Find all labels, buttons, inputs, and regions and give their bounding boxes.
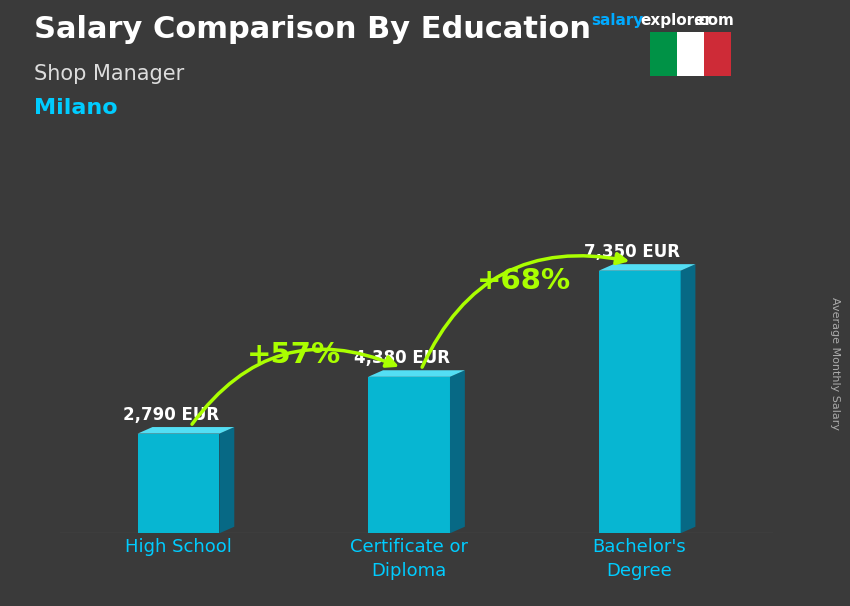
Text: salary: salary bbox=[591, 13, 643, 28]
FancyArrowPatch shape bbox=[192, 349, 395, 424]
Text: 4,380 EUR: 4,380 EUR bbox=[354, 349, 450, 367]
Bar bbox=[76, 91, 144, 545]
Polygon shape bbox=[450, 370, 465, 533]
Bar bbox=[348, 91, 416, 545]
Bar bbox=[518, 91, 586, 545]
Text: +57%: +57% bbox=[246, 341, 341, 369]
Bar bbox=[42, 91, 110, 545]
Polygon shape bbox=[681, 264, 695, 533]
Bar bbox=[688, 91, 756, 545]
Polygon shape bbox=[219, 427, 235, 533]
Bar bbox=[178, 91, 246, 545]
Polygon shape bbox=[138, 434, 219, 533]
Bar bbox=[110, 91, 178, 545]
Bar bbox=[450, 91, 518, 545]
Text: 2,790 EUR: 2,790 EUR bbox=[123, 405, 219, 424]
Text: .com: .com bbox=[694, 13, 734, 28]
Polygon shape bbox=[598, 271, 681, 533]
Text: +68%: +68% bbox=[478, 267, 571, 295]
Bar bbox=[586, 91, 654, 545]
Polygon shape bbox=[368, 377, 450, 533]
Text: explorer: explorer bbox=[640, 13, 712, 28]
Bar bbox=[552, 91, 620, 545]
Bar bbox=[484, 91, 552, 545]
Bar bbox=[620, 91, 688, 545]
Bar bbox=[314, 91, 382, 545]
Polygon shape bbox=[368, 370, 465, 377]
Bar bbox=[212, 91, 280, 545]
Text: Average Monthly Salary: Average Monthly Salary bbox=[830, 297, 840, 430]
Text: Milano: Milano bbox=[34, 98, 117, 118]
Text: Salary Comparison By Education: Salary Comparison By Education bbox=[34, 15, 591, 44]
Bar bbox=[246, 91, 314, 545]
Bar bbox=[144, 91, 212, 545]
Bar bbox=[382, 91, 450, 545]
Bar bbox=[280, 91, 348, 545]
Text: Shop Manager: Shop Manager bbox=[34, 64, 184, 84]
Bar bbox=[416, 91, 484, 545]
Polygon shape bbox=[598, 264, 695, 271]
FancyArrowPatch shape bbox=[422, 254, 626, 367]
Bar bbox=[654, 91, 722, 545]
Text: 7,350 EUR: 7,350 EUR bbox=[584, 243, 680, 261]
Polygon shape bbox=[138, 427, 235, 434]
